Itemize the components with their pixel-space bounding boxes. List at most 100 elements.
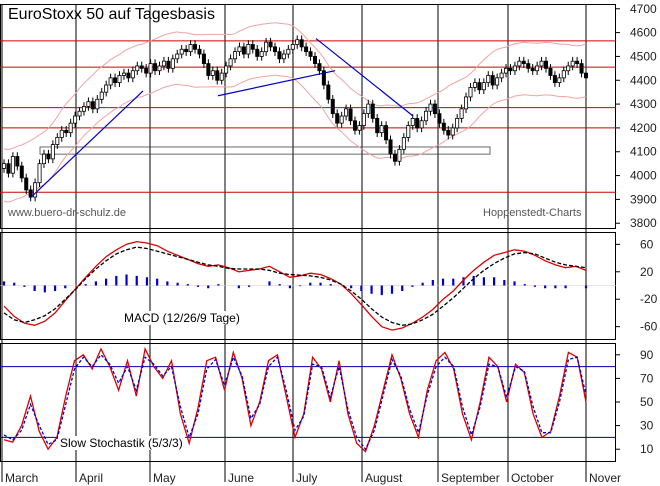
candle-body	[464, 96, 469, 110]
candle-body	[175, 53, 180, 60]
candle-body	[41, 153, 46, 165]
candle-body	[499, 72, 504, 79]
candle-body	[312, 56, 317, 64]
month-label: June	[228, 471, 254, 485]
candle-body	[90, 101, 95, 110]
candle-body	[161, 60, 166, 67]
candle-body	[517, 60, 522, 67]
candle-body	[6, 163, 11, 174]
candle-body	[335, 113, 340, 124]
candle-body	[55, 137, 60, 145]
candle-body	[548, 67, 553, 76]
candle-body	[375, 117, 380, 134]
candle-body	[530, 67, 535, 72]
candle-body	[415, 117, 420, 129]
candle-body	[19, 165, 24, 179]
candle-body	[193, 44, 198, 50]
candle-body	[539, 60, 544, 67]
month-label: March	[5, 471, 38, 485]
candle-body	[77, 110, 82, 117]
candle-body	[424, 110, 429, 122]
candle-body	[81, 106, 86, 112]
candle-body	[446, 129, 451, 136]
price-tick-label: 4200	[630, 121, 657, 135]
candle-body	[99, 91, 104, 100]
candle-body	[215, 70, 220, 81]
candle-body	[579, 63, 584, 74]
candle-body	[281, 53, 286, 60]
candle-body	[268, 41, 273, 48]
candle-body	[166, 60, 171, 69]
stoch-tick-label: 70	[640, 371, 654, 385]
month-label: October	[511, 471, 554, 485]
candle-body	[37, 163, 42, 184]
candle-body	[50, 144, 55, 160]
candle-body	[428, 103, 433, 112]
candle-body	[113, 77, 118, 84]
candle-body	[450, 127, 455, 136]
price-tick-label: 4300	[630, 97, 657, 111]
candle-body	[117, 75, 122, 84]
candle-body	[59, 129, 64, 138]
candle-body	[179, 48, 184, 55]
price-tick-label: 4500	[630, 49, 657, 63]
candle-body	[521, 60, 526, 64]
candle-body	[361, 113, 366, 126]
candle-body	[410, 117, 415, 126]
candle-body	[304, 46, 309, 53]
candle-body	[419, 120, 424, 129]
macd-tick-label: 60	[640, 237, 654, 251]
candle-body	[392, 153, 397, 162]
stoch-k-line	[3, 346, 587, 453]
candle-body	[157, 65, 162, 72]
candle-body	[455, 117, 460, 129]
candle-body	[432, 103, 437, 115]
month-label: September	[441, 471, 500, 485]
candle-body	[437, 113, 442, 124]
candle-body	[544, 60, 549, 69]
candle-body	[481, 82, 486, 91]
stoch-tick-label: 10	[640, 442, 654, 456]
candle-body	[188, 44, 193, 53]
month-label: April	[79, 471, 103, 485]
price-tick-label: 3800	[630, 216, 657, 230]
candle-body	[472, 82, 477, 88]
month-label: July	[296, 471, 317, 485]
panel-frame-1	[0, 232, 616, 340]
candle-body	[352, 120, 357, 131]
candle-body	[135, 65, 140, 72]
month-label: May	[153, 471, 176, 485]
stoch-tick-label: 30	[640, 419, 654, 433]
candle-body	[197, 48, 202, 55]
candle-body	[495, 77, 500, 86]
price-tick-label: 4400	[630, 73, 657, 87]
support-box	[39, 146, 491, 155]
candle-body	[264, 41, 269, 53]
candle-body	[384, 125, 389, 141]
candle-body	[219, 72, 224, 81]
price-tick-label: 4700	[630, 2, 657, 16]
candle-body	[250, 44, 255, 50]
candle-body	[206, 63, 211, 76]
trendline	[315, 38, 414, 117]
candle-body	[357, 125, 362, 131]
candle-body	[317, 63, 322, 72]
candle-body	[144, 67, 149, 74]
candle-body	[184, 48, 189, 53]
candle-body	[210, 70, 215, 76]
candle-body	[348, 108, 353, 122]
candle-body	[273, 46, 278, 53]
candle-body	[366, 103, 371, 115]
candle-body	[326, 84, 331, 100]
macd-tick-label: -60	[640, 320, 658, 334]
candle-body	[46, 153, 51, 160]
candle-body	[477, 82, 482, 91]
panel-frame-2	[0, 343, 616, 462]
candle-body	[33, 182, 38, 198]
candle-body	[552, 75, 557, 84]
candle-body	[468, 87, 473, 98]
candle-body	[379, 125, 384, 134]
candle-body	[459, 108, 464, 119]
candle-body	[148, 63, 153, 74]
macd-signal-line	[3, 246, 587, 326]
